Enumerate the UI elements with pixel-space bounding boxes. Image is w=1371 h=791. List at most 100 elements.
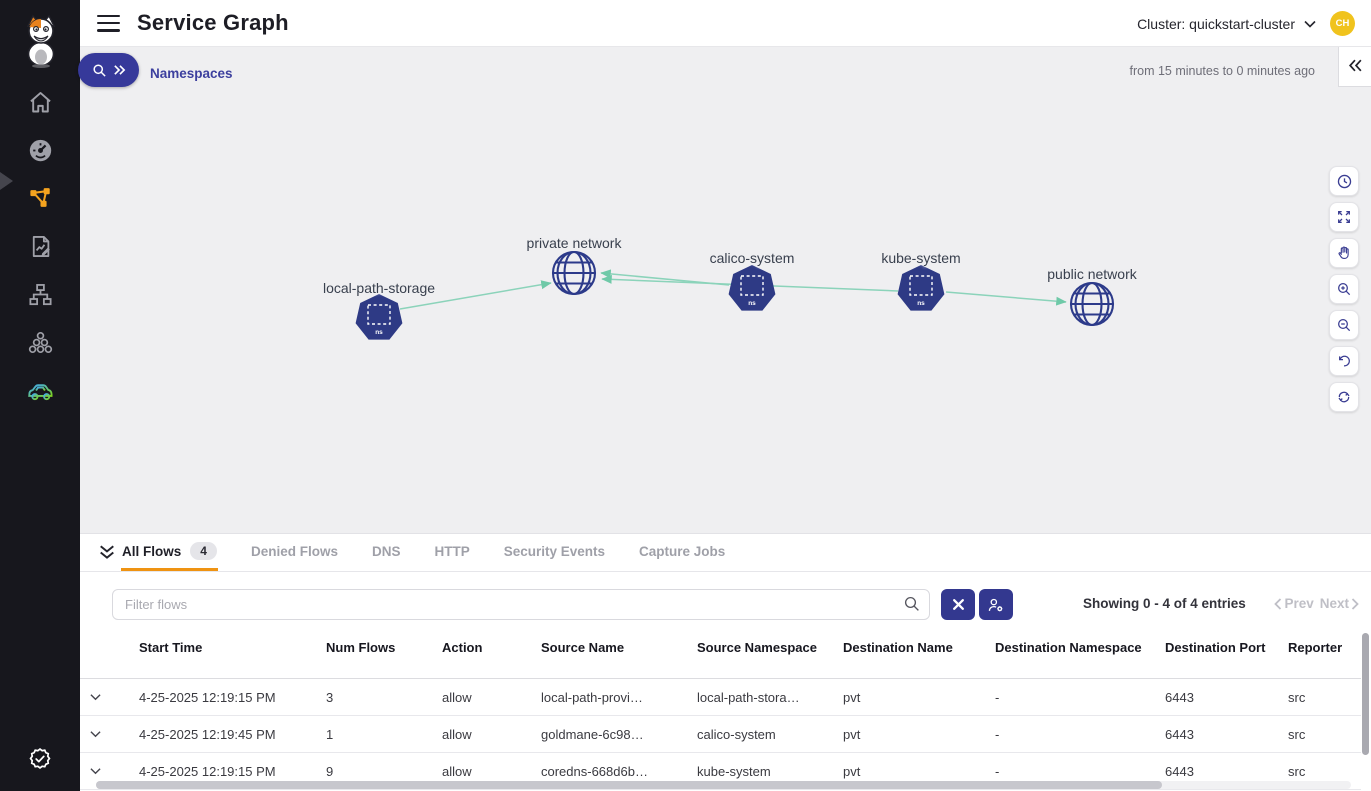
tab-denied-flows[interactable]: Denied Flows — [250, 543, 338, 559]
page-title: Service Graph — [137, 10, 289, 35]
svg-text:ns: ns — [748, 300, 756, 307]
tab-security-events[interactable]: Security Events — [503, 543, 606, 559]
refresh-icon — [1338, 391, 1350, 403]
time-range-label: from 15 minutes to 0 minutes ago — [1129, 64, 1315, 78]
row-expand-icon[interactable] — [89, 693, 101, 701]
graph-node-public-network[interactable] — [1069, 281, 1115, 327]
svg-text:ns: ns — [375, 329, 383, 336]
node-label: private network — [526, 235, 622, 251]
col-destination-port[interactable]: Destination Port — [1165, 640, 1266, 655]
avatar[interactable]: CH — [1330, 11, 1355, 36]
service-graph-icon — [29, 188, 50, 207]
table-horizontal-scrollbar[interactable] — [96, 781, 1351, 789]
timeline-button[interactable] — [1329, 166, 1359, 196]
sidebar-item-dashboard[interactable] — [23, 136, 57, 165]
calico-cat-logo — [26, 14, 56, 68]
column-settings-button[interactable] — [979, 589, 1013, 620]
next-button[interactable]: Next — [1320, 596, 1359, 611]
fit-screen-button[interactable] — [1329, 202, 1359, 232]
graph-search-button[interactable] — [78, 53, 139, 87]
flows-panel: All Flows 4 Denied Flows DNS HTTP Securi… — [80, 533, 1371, 791]
col-num-flows[interactable]: Num Flows — [326, 640, 396, 655]
graph-node-calico-system[interactable]: ns — [728, 265, 776, 311]
flows-table: Start Time Num Flows Action Source Name … — [80, 631, 1361, 790]
home-icon — [29, 91, 51, 113]
prev-button[interactable]: Prev — [1274, 596, 1314, 611]
row-expand-icon[interactable] — [89, 730, 101, 738]
sidebar-item-reports[interactable] — [23, 232, 57, 261]
pagination-controls: Prev Next — [1274, 596, 1359, 611]
chevron-right-icon — [1351, 597, 1359, 610]
sidebar-item-service-graph[interactable] — [23, 184, 57, 213]
clock-icon — [1337, 174, 1351, 188]
reset-layout-button[interactable] — [1329, 346, 1359, 376]
row-expand-icon[interactable] — [89, 767, 101, 775]
sidebar-item-network[interactable] — [23, 280, 57, 309]
chevron-left-icon — [1274, 597, 1282, 610]
undo-icon — [1339, 355, 1350, 367]
breadcrumb[interactable]: Namespaces — [150, 66, 233, 81]
user-gear-icon — [988, 598, 1003, 611]
sidebar-item-compliance[interactable] — [23, 744, 57, 773]
sidebar-item-autoscaler[interactable] — [23, 376, 57, 405]
zoom-out-icon — [1338, 319, 1351, 332]
node-label: public network — [1047, 266, 1137, 282]
pan-button[interactable] — [1329, 238, 1359, 268]
double-chevron-right-icon — [113, 65, 125, 75]
node-label: local-path-storage — [322, 280, 436, 296]
report-icon — [32, 236, 50, 257]
cluster-selector-label: Cluster: quickstart-cluster — [1137, 15, 1295, 32]
dashboard-gauge-icon — [29, 139, 51, 162]
table-row[interactable]: 4-25-2025 12:19:15 PM 9 allow coredns-66… — [80, 753, 1361, 790]
fullscreen-icon — [1338, 211, 1350, 223]
table-row[interactable]: 4-25-2025 12:19:45 PM 1 allow goldmane-6… — [80, 716, 1361, 753]
clear-filter-button[interactable] — [941, 589, 975, 620]
sidebar-item-clusters[interactable] — [23, 328, 57, 357]
cluster-nodes-icon — [28, 331, 52, 354]
chevron-down-icon — [1304, 20, 1316, 28]
col-start-time[interactable]: Start Time — [139, 640, 203, 655]
zoom-in-button[interactable] — [1329, 274, 1359, 304]
col-source-namespace[interactable]: Source Namespace — [697, 640, 817, 655]
col-source-name[interactable]: Source Name — [541, 640, 625, 655]
refresh-button[interactable] — [1329, 382, 1359, 412]
zoom-in-icon — [1338, 283, 1351, 296]
pan-hand-icon — [1338, 246, 1349, 260]
badge-check-icon — [29, 747, 51, 769]
network-sitemap-icon — [28, 284, 52, 306]
search-icon — [904, 596, 919, 611]
table-vertical-scrollbar[interactable] — [1362, 633, 1369, 788]
panel-collapse-button[interactable] — [96, 534, 118, 571]
pagination-summary: Showing 0 - 4 of 4 entries — [1083, 596, 1246, 611]
active-item-wedge — [0, 172, 13, 190]
car-icon — [27, 384, 52, 401]
graph-node-kube-system[interactable]: ns — [897, 265, 945, 311]
close-icon — [952, 599, 964, 610]
graph-node-private-network[interactable] — [551, 250, 597, 296]
col-reporter[interactable]: Reporter — [1288, 640, 1343, 655]
col-destination-namespace[interactable]: Destination Namespace — [995, 640, 1142, 655]
flows-filter-row: Showing 0 - 4 of 4 entries Prev Next — [80, 572, 1371, 630]
double-chevron-down-icon — [100, 545, 114, 559]
menu-button[interactable] — [97, 14, 120, 32]
tab-dns[interactable]: DNS — [371, 543, 401, 559]
side-panel-collapse-button[interactable] — [1338, 45, 1371, 87]
tab-http[interactable]: HTTP — [434, 543, 470, 559]
node-label: kube-system — [881, 250, 961, 266]
col-destination-name[interactable]: Destination Name — [843, 640, 953, 655]
zoom-out-button[interactable] — [1329, 310, 1359, 340]
flows-table-header: Start Time Num Flows Action Source Name … — [80, 631, 1361, 679]
sidebar-item-home[interactable] — [23, 88, 57, 117]
filter-flows-input[interactable] — [112, 589, 930, 620]
table-row[interactable]: 4-25-2025 12:19:15 PM 3 allow local-path… — [80, 679, 1361, 716]
cluster-selector[interactable]: Cluster: quickstart-cluster — [1137, 16, 1316, 32]
col-action[interactable]: Action — [442, 640, 483, 655]
graph-node-local-path-storage[interactable]: ns — [355, 294, 403, 340]
double-chevron-left-icon — [1348, 59, 1361, 72]
svg-text:ns: ns — [917, 300, 925, 307]
tab-capture-jobs[interactable]: Capture Jobs — [639, 543, 726, 559]
service-graph-canvas[interactable]: ns ns ns — [80, 93, 1371, 533]
sidebar — [0, 0, 80, 791]
search-icon — [92, 63, 106, 77]
tab-all-flows[interactable]: All Flows 4 — [121, 534, 218, 571]
